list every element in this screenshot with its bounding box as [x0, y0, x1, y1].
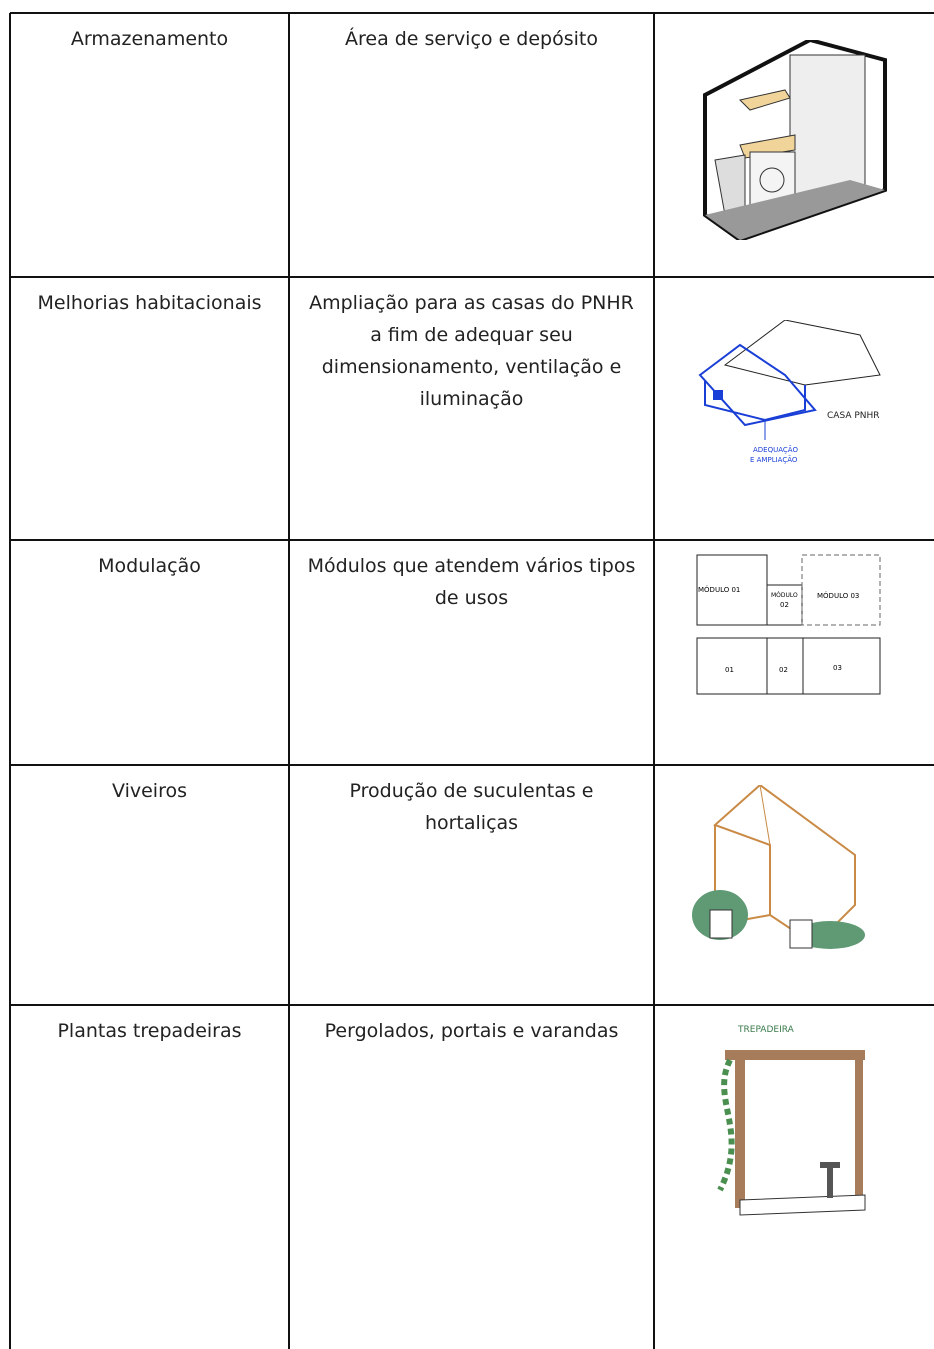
module-sketch: MÓDULO 01 MÓDULO 02 MÓDULO 03 01 02 03 — [696, 554, 881, 695]
image-label: MÓDULO 03 — [817, 591, 859, 600]
greenhouse-sketch — [692, 785, 865, 949]
cell-text: Melhorias habitacionais — [37, 292, 262, 314]
cell-text: Módulos que atendem vários tipos de usos — [307, 555, 636, 609]
cell-text: Viveiros — [112, 780, 187, 802]
image-label: 02 — [779, 666, 788, 674]
column-border — [653, 13, 655, 1349]
table-cell: Modulação — [10, 540, 289, 765]
table-cell: Produção de suculentas e hortaliças — [289, 765, 654, 1005]
cell-text: Área de serviço e depósito — [344, 28, 598, 50]
image-label: ADEQUAÇÃO — [753, 445, 798, 454]
cell-text: Pergolados, portais e varandas — [324, 1020, 619, 1042]
column-border — [288, 13, 290, 1349]
house-sketch: CASA PNHR ADEQUAÇÃO E AMPLIAÇÃO — [698, 320, 881, 464]
row-border — [10, 1004, 934, 1006]
table-cell: Pergolados, portais e varandas — [289, 1005, 654, 1349]
table-cell: Viveiros — [10, 765, 289, 1005]
table-cell: Armazenamento — [10, 13, 289, 277]
cell-text: Ampliação para as casas do PNHR a fim de… — [309, 292, 634, 410]
image-label: E AMPLIAÇÃO — [750, 455, 798, 464]
table-cell: Ampliação para as casas do PNHR a fim de… — [289, 277, 654, 540]
image-label: 02 — [780, 601, 789, 609]
cell-text: Armazenamento — [70, 28, 229, 50]
storage-sketch — [703, 40, 887, 240]
row-border — [10, 276, 934, 278]
pergola-sketch: TREPADEIRA — [717, 1025, 866, 1216]
cell-text: Plantas trepadeiras — [57, 1020, 242, 1042]
table-cell: Plantas trepadeiras — [10, 1005, 289, 1349]
cell-text: Modulação — [98, 555, 201, 577]
column-border — [9, 13, 11, 1349]
row-border — [10, 764, 934, 766]
table-cell: Melhorias habitacionais — [10, 277, 289, 540]
table-cell: Módulos que atendem vários tipos de usos — [289, 540, 654, 765]
row-border — [10, 12, 934, 14]
image-label: 03 — [833, 664, 842, 672]
image-label: TREPADEIRA — [737, 1025, 795, 1035]
row-border — [10, 539, 934, 541]
image-label: MÓDULO 01 — [698, 585, 740, 594]
image-label: CASA PNHR — [827, 411, 880, 421]
image-label: 01 — [725, 666, 734, 674]
image-label: MÓDULO — [771, 592, 798, 599]
table-cell: Área de serviço e depósito — [289, 13, 654, 277]
cell-text: Produção de suculentas e hortaliças — [349, 780, 594, 834]
